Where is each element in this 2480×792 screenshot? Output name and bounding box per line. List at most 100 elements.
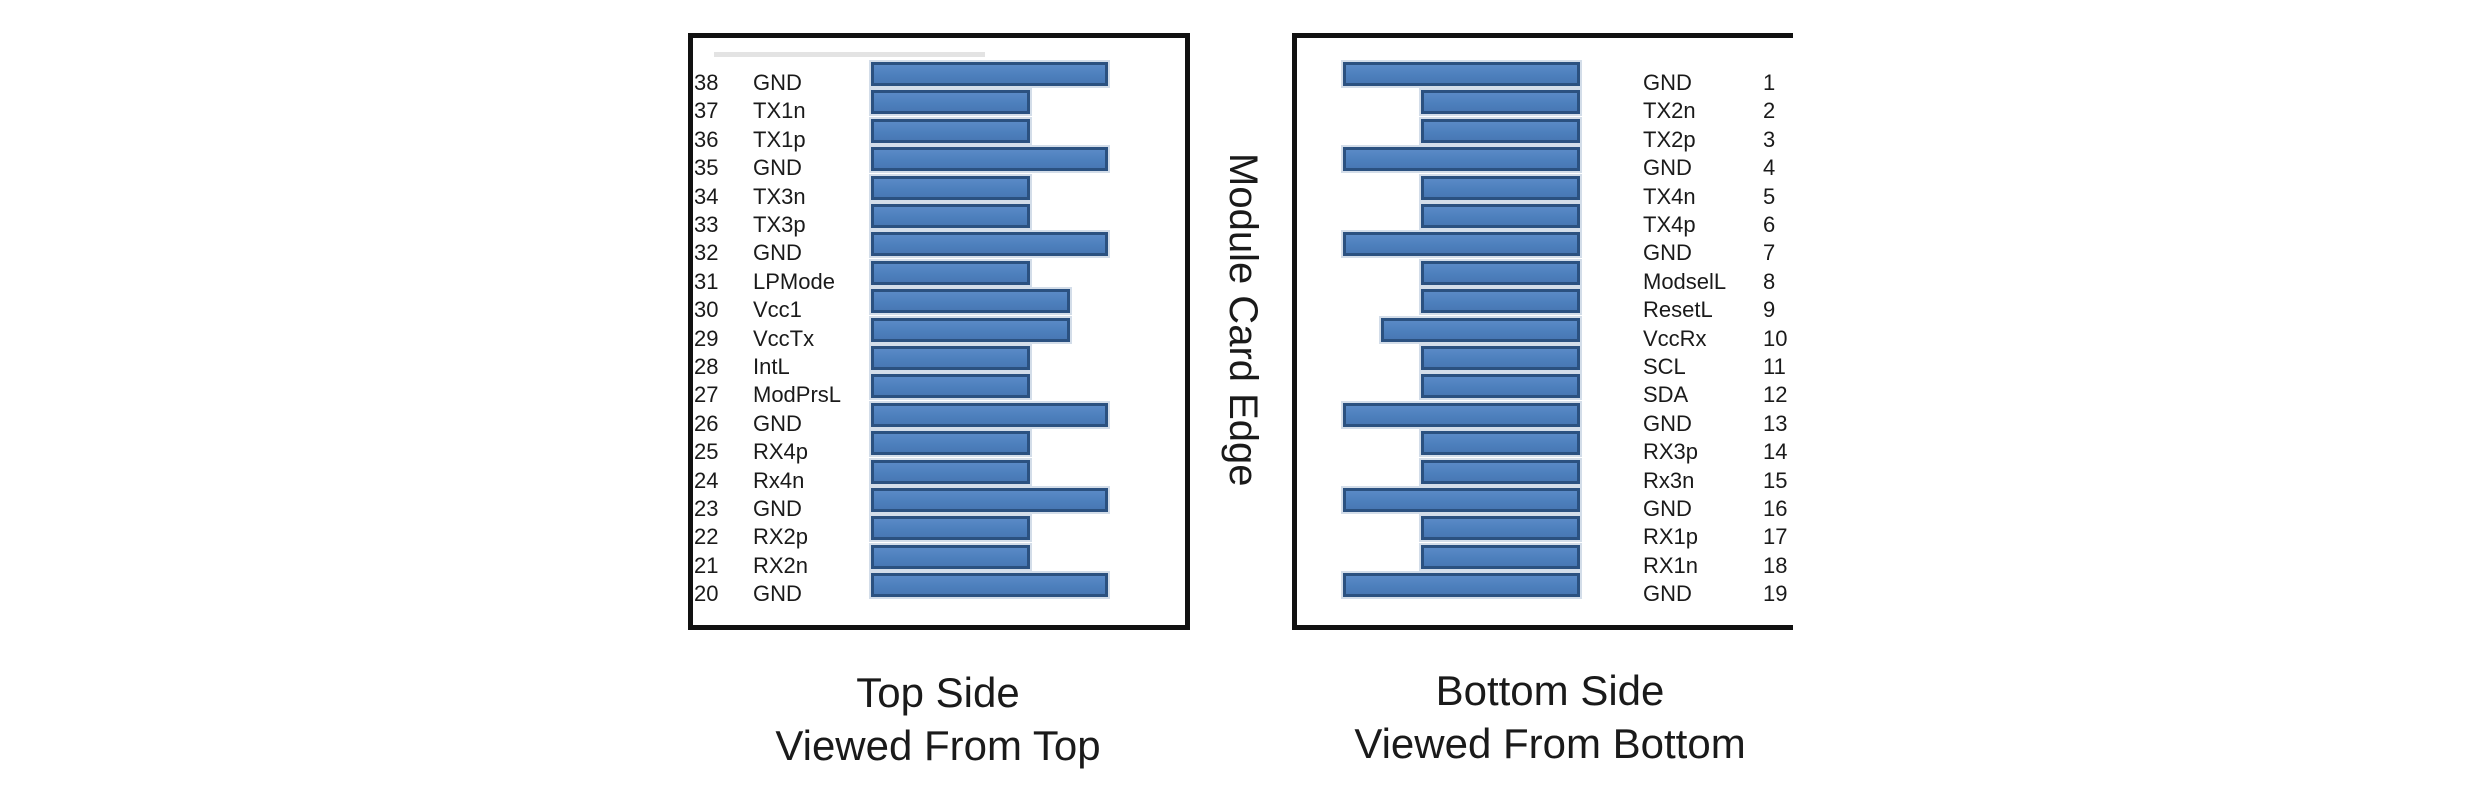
pin-name: ResetL (1643, 297, 1713, 323)
pin-number: 3 (1763, 126, 1776, 152)
top-side-caption-line2: Viewed From Top (775, 722, 1101, 769)
pin-name: VccRx (1643, 325, 1707, 351)
pin-name: TX3n (753, 183, 806, 209)
pin-number: 26 (694, 410, 719, 436)
pin-number: 30 (694, 297, 719, 323)
pin-name: RX1p (1643, 524, 1699, 550)
pin-pad-bar (871, 317, 1070, 342)
pin-name: TX3p (753, 212, 806, 237)
pin-number: 18 (1763, 552, 1788, 578)
pin-name: Vcc1 (753, 297, 802, 323)
top-side-caption-line1: Top Side (856, 669, 1020, 716)
pin-pad-bar (1343, 573, 1580, 598)
pin-pad-bar (1421, 431, 1580, 456)
pin-number: 14 (1763, 439, 1788, 465)
pin-pad-bar (1343, 232, 1580, 257)
pin-pad-bar (871, 374, 1030, 399)
pin-pad-bar (1421, 260, 1580, 285)
pin-pad-bar (1343, 488, 1580, 512)
bottom-side-panel: 1 GND 2 TX2n 3 TX2p 4 GND 5 TX4n 6 TX4p 7 GND 8 ModselL… (1292, 33, 1793, 630)
pin-number: 4 (1763, 155, 1776, 181)
pin-number: 33 (694, 212, 719, 237)
pin-name: GND (753, 496, 802, 521)
pin-name: VccTx (753, 325, 815, 351)
pin-number: 1 (1763, 70, 1776, 95)
pin-pad-bar (871, 232, 1108, 257)
pin-pad-bar (871, 573, 1108, 598)
pin-pad-bar (1343, 62, 1580, 86)
pin-number: 23 (694, 496, 719, 521)
pin-name: ModPrsL (753, 382, 842, 408)
pin-number: 36 (694, 126, 719, 152)
pin-pad-bar (1421, 175, 1580, 200)
bottom-side-caption-line2: Viewed From Bottom (1354, 720, 1746, 767)
bottom-side-caption: Bottom Side Viewed From Bottom (1250, 664, 1850, 770)
pin-name: TX4n (1643, 183, 1696, 209)
pin-number: 29 (694, 325, 719, 351)
pin-name: GND (753, 155, 802, 181)
pin-number: 5 (1763, 183, 1776, 209)
pin-number: 10 (1763, 325, 1788, 351)
top-side-panel: 38 GND 37 TX1n 36 TX1p 35 GND 34 TX3n 33 TX3p 32 GND 3… (688, 33, 1190, 630)
pin-pad-bar (871, 260, 1030, 285)
pin-name: TX2p (1643, 126, 1696, 152)
pin-number: 31 (694, 268, 719, 294)
module-card-edge-label: Module Card Edge (1221, 153, 1265, 487)
pin-number: 8 (1763, 268, 1776, 294)
pin-number: 13 (1763, 410, 1788, 436)
pin-pad-bar (871, 488, 1108, 512)
pin-name: GND (1643, 410, 1692, 436)
pin-pad-bar (1421, 346, 1580, 370)
pin-pad-bar (1421, 544, 1580, 569)
pin-number: 21 (694, 552, 719, 578)
pin-name: Rx4n (753, 467, 805, 493)
pin-pad-bar (871, 431, 1030, 456)
pin-name: GND (753, 410, 802, 436)
pin-number: 7 (1763, 240, 1776, 266)
pin-number: 6 (1763, 212, 1776, 237)
top-side-caption: Top Side Viewed From Top (638, 666, 1238, 772)
pin-pad-bar (1421, 374, 1580, 399)
pin-pad-bar (1421, 459, 1580, 484)
pin-name: TX1n (753, 98, 806, 124)
pin-name: RX4p (753, 439, 809, 465)
pin-name: RX3p (1643, 439, 1699, 465)
pin-number: 38 (694, 70, 719, 95)
pin-number: 22 (694, 524, 719, 550)
pin-pad-bar (1421, 204, 1580, 228)
pin-pad-bar (871, 62, 1108, 86)
cropped-pad-remnant (714, 52, 985, 57)
pin-name: GND (753, 70, 802, 95)
pin-pad-bar (1421, 289, 1580, 314)
pin-number: 32 (694, 240, 719, 266)
pin-number: 16 (1763, 496, 1788, 521)
pin-pad-bar (871, 175, 1030, 200)
pin-pad-bar (871, 289, 1070, 314)
pin-pad-bar (871, 346, 1030, 370)
pin-name: TX1p (753, 126, 806, 152)
pin-name: IntL (753, 354, 790, 379)
top-side-pin-rows: 38 GND 37 TX1n 36 TX1p 35 GND 34 TX3n 33 TX3p 32 GND 3… (693, 38, 1185, 625)
pin-number: 15 (1763, 467, 1788, 493)
pin-name: ModselL (1643, 268, 1727, 294)
pin-number: 27 (694, 382, 719, 408)
pin-pad-bar (871, 402, 1108, 427)
pin-name: GND (1643, 240, 1692, 266)
pin-number: 17 (1763, 524, 1788, 550)
pin-number: 37 (694, 98, 719, 124)
pin-pad-bar (871, 516, 1030, 541)
pin-number: 35 (694, 155, 719, 181)
pin-name: GND (753, 581, 802, 607)
pin-name: SCL (1643, 354, 1686, 379)
pin-pad-bar (1381, 317, 1580, 342)
bottom-side-caption-line1: Bottom Side (1435, 667, 1665, 714)
pin-name: GND (1643, 581, 1692, 607)
pin-number: 19 (1763, 581, 1788, 607)
pin-number: 24 (694, 467, 719, 493)
pin-number: 9 (1763, 297, 1776, 323)
pin-name: RX1n (1643, 552, 1699, 578)
pin-number: 25 (694, 439, 719, 465)
pin-pad-bar (871, 544, 1030, 569)
pin-name: TX4p (1643, 212, 1696, 237)
pin-number: 12 (1763, 382, 1788, 408)
